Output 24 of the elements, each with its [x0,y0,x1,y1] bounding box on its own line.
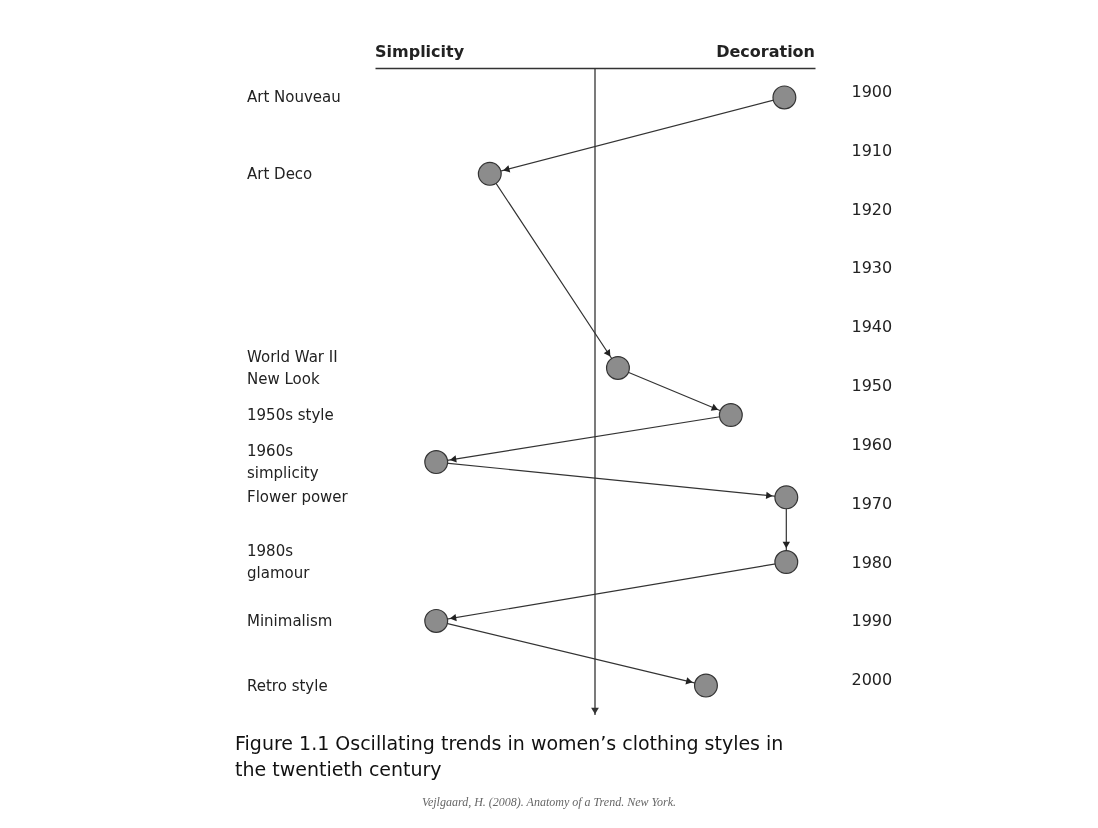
y-tick-label: 1950 [851,376,893,396]
text: Simplicity [375,42,465,61]
y-tick-label: 1960 [851,434,893,454]
text: 1980s glamour [247,542,311,583]
text: 1950s style [247,406,334,425]
text: 1960s simplicity [247,442,319,483]
y-tick-label: 1940 [851,317,893,337]
text: Minimalism [247,611,333,630]
text: Art Nouveau [247,88,341,107]
text: World War II New Look [247,347,338,388]
y-tick-label: 1910 [851,140,893,160]
y-tick-label: 2000 [851,670,893,690]
y-tick-label: 1900 [851,82,893,102]
y-tick-label: 1990 [851,611,893,631]
text: Decoration [716,42,815,61]
text: Art Deco [247,164,313,183]
y-tick-label: 1980 [851,552,893,572]
y-tick-label: 1930 [851,258,893,278]
text: Vejlgaard, H. (2008). Anatomy of a Trend. New York. [420,795,678,810]
text: Flower power [247,488,349,507]
y-tick-label: 1970 [851,493,893,513]
text: Figure 1.1 Oscillating trends in women’s clothing styles in the twentieth century [235,731,785,782]
y-tick-label: 1920 [851,199,893,219]
text: Retro style [247,676,328,695]
